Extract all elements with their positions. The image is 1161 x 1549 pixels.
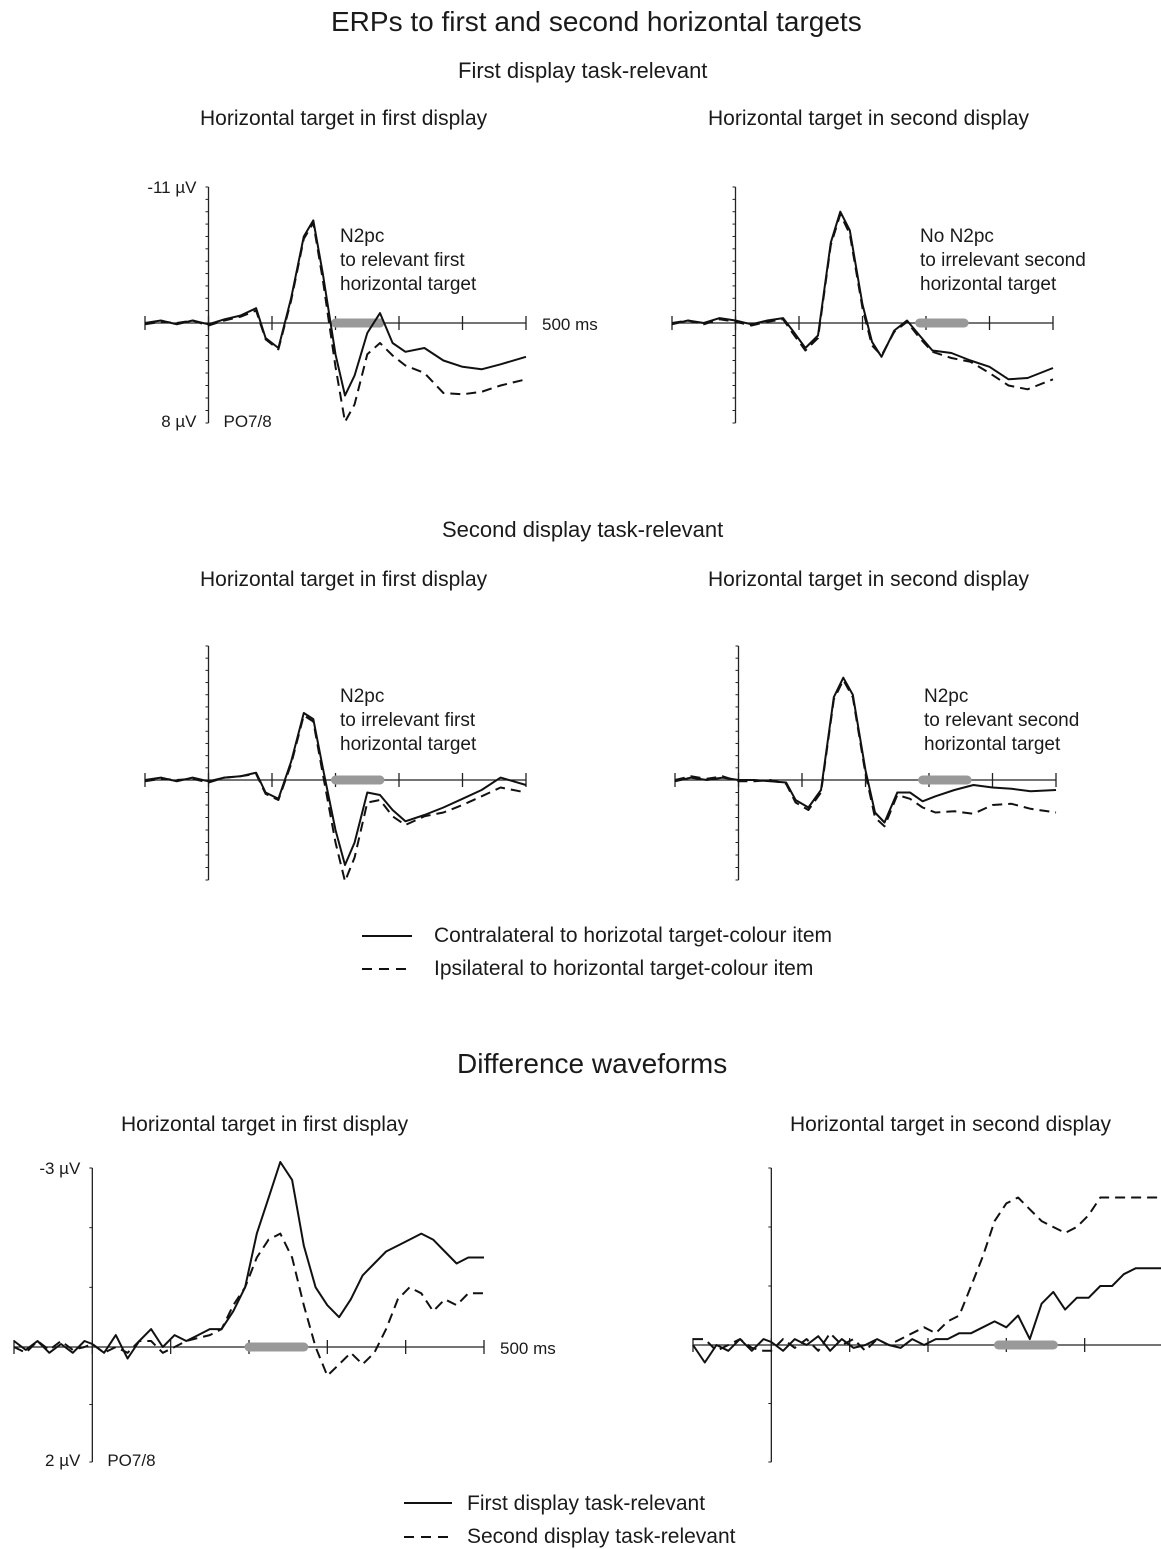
dashed-waveform (674, 679, 1057, 828)
annotation-line: horizontal target (340, 274, 477, 295)
chart-s2_second: N2pc to relevant second horizontal target (674, 645, 1079, 881)
panel-title-s1-first: Horizontal target in first display (200, 107, 488, 130)
figure-title: ERPs to first and second horizontal targ… (331, 6, 862, 37)
annotation-line: horizontal target (340, 734, 477, 755)
solid-waveform (674, 676, 1057, 824)
dashed-waveform (144, 221, 527, 423)
annotation-line: No N2pc (920, 226, 994, 247)
chart-s2_first: N2pc to irrelevant first horizontal target (144, 645, 527, 883)
chart-diff_second (692, 1167, 1161, 1463)
x-end-label: 500 ms (500, 1339, 556, 1358)
legend-diff-first: First display task-relevant (467, 1492, 706, 1515)
legend-diff-second: Second display task-relevant (467, 1525, 736, 1548)
section3-title: Difference waveforms (457, 1048, 728, 1079)
panel-title-diff-first: Horizontal target in first display (121, 1113, 409, 1136)
electrode-label: PO7/8 (224, 412, 272, 431)
annotation-line: horizontal target (920, 274, 1057, 295)
y-max-label: -11 µV (147, 178, 197, 197)
legend-erp-ipsi: Ipsilateral to horizontal target-colour … (434, 957, 814, 980)
annotation-line: to relevant second (924, 710, 1079, 731)
y-min-label: 8 µV (161, 412, 197, 431)
annotation-line: to irrelevant first (340, 710, 476, 731)
x-end-label: 500 ms (542, 315, 598, 334)
panel-title-diff-second: Horizontal target in second display (790, 1113, 1112, 1136)
solid-waveform (13, 1161, 484, 1360)
annotation-line: horizontal target (924, 734, 1061, 755)
solid-waveform (671, 210, 1054, 381)
dashed-waveform (144, 714, 527, 883)
chart-s1_first: N2pc to relevant first horizontal target -1… (144, 178, 598, 431)
dashed-waveform (13, 1232, 484, 1377)
annotation-line: N2pc (924, 686, 968, 707)
electrode-label: PO7/8 (107, 1451, 155, 1470)
annotation-line: to relevant first (340, 250, 465, 271)
dashed-waveform (671, 213, 1054, 391)
chart-s1_second: No N2pc to irrelevant second horizontal ta… (671, 186, 1086, 424)
solid-waveform (144, 219, 527, 397)
panel-title-s2-second: Horizontal target in second display (708, 568, 1030, 591)
panel-title-s2-first: Horizontal target in first display (200, 568, 488, 591)
annotation-line: N2pc (340, 686, 384, 707)
chart-diff_first: -3 µV 2 µV 500 ms PO7/8 (13, 1159, 556, 1470)
solid-waveform (692, 1267, 1161, 1364)
annotation-line: N2pc (340, 226, 384, 247)
section1-title: First display task-relevant (458, 58, 708, 83)
y-max-label: -3 µV (39, 1159, 81, 1178)
y-min-label: 2 µV (45, 1451, 81, 1470)
dashed-waveform (693, 1196, 1161, 1352)
panel-title-s1-second: Horizontal target in second display (708, 107, 1030, 130)
section2-title: Second display task-relevant (442, 517, 724, 542)
legend-erp-contra: Contralateral to horizotal target-colour… (434, 924, 833, 947)
annotation-line: to irrelevant second (920, 250, 1086, 271)
